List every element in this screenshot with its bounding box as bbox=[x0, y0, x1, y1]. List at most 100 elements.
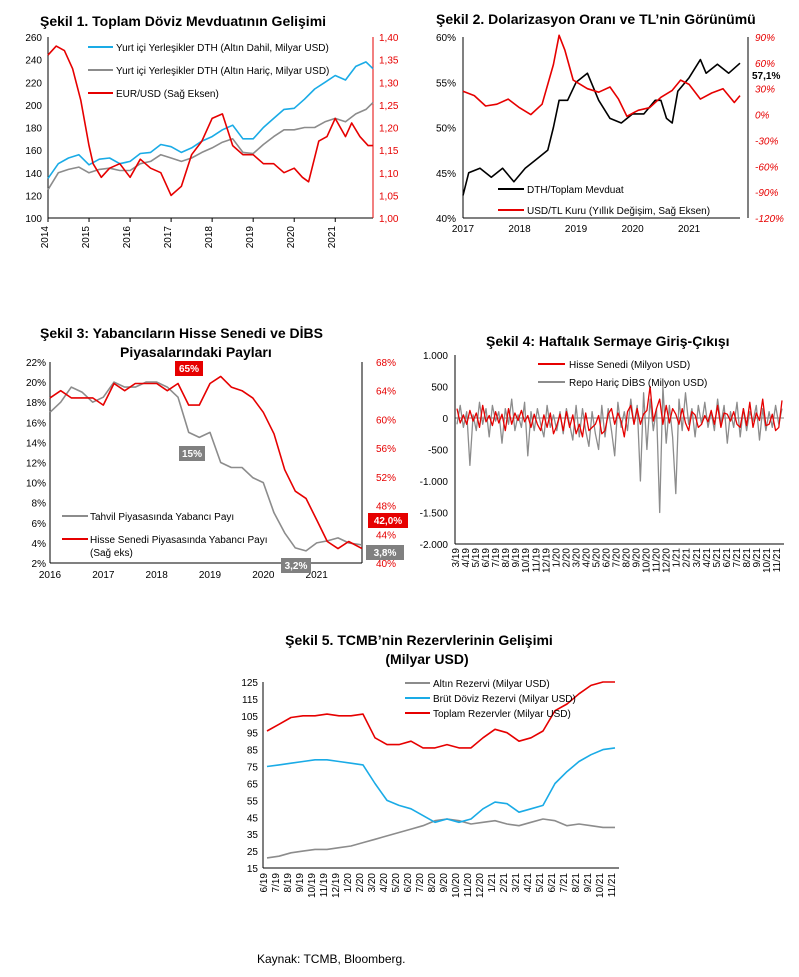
chart5-xtick: 10/21 bbox=[595, 873, 606, 898]
chart5-xtick: 8/21 bbox=[571, 873, 582, 893]
chart2-ytick-left: 45% bbox=[436, 169, 456, 180]
chart5-xtick: 1/21 bbox=[487, 873, 498, 893]
chart3-xtick: 2018 bbox=[146, 570, 169, 581]
chart4-series-line bbox=[456, 385, 783, 438]
chart4-ytick: -500 bbox=[428, 446, 448, 457]
chart3-ytick-left: 14% bbox=[26, 438, 46, 449]
chart5-ytick: 15 bbox=[247, 864, 259, 875]
chart5-xtick: 12/20 bbox=[475, 873, 486, 898]
chart4-xtick: 10/19 bbox=[521, 548, 532, 573]
chart2-ytick-left: 55% bbox=[436, 78, 456, 89]
chart5-title: Şekil 5. TCMB’nin Rezervlerinin Gelişimi bbox=[285, 632, 553, 648]
chart4-xtick: 6/21 bbox=[722, 548, 733, 568]
chart2-xtick: 2018 bbox=[508, 224, 531, 235]
chart4-xtick: 11/20 bbox=[652, 548, 663, 573]
chart5-legend-label: Toplam Rezervler (Milyar USD) bbox=[433, 709, 571, 720]
chart5-xtick: 4/20 bbox=[379, 873, 390, 893]
chart4-xtick: 7/21 bbox=[732, 548, 743, 568]
chart3-ytick-right: 52% bbox=[376, 473, 396, 484]
chart3-xtick: 2020 bbox=[252, 570, 275, 581]
chart3-legend: Tahvil Piyasasında Yabancı Payı Hisse Sen… bbox=[62, 512, 268, 559]
chart3-label-equity-last: 42,0% bbox=[368, 513, 408, 528]
chart4-xtick: 10/21 bbox=[762, 548, 773, 573]
chart4-ytick: -1.500 bbox=[420, 509, 449, 520]
chart4-xtick: 5/21 bbox=[712, 548, 723, 568]
chart1-legend-label: EUR/USD (Sağ Eksen) bbox=[116, 89, 219, 100]
chart3-title-line2: Piyasalarındaki Payları bbox=[120, 344, 272, 360]
chart4-xtick: 7/19 bbox=[491, 548, 502, 568]
chart3-label-peak-text: 65% bbox=[179, 364, 199, 375]
chart4-ytick: -1.000 bbox=[420, 477, 449, 488]
chart5-title-line2: (Milyar USD) bbox=[385, 651, 468, 667]
chart3-label-low: 3,2% bbox=[281, 558, 311, 573]
chart3-title: Şekil 3: Yabancıların Hisse Senedi ve Dİ… bbox=[40, 325, 323, 341]
chart1-xtick: 2018 bbox=[204, 226, 215, 249]
chart5-xtick: 11/20 bbox=[463, 873, 474, 898]
chart1-xtick: 2014 bbox=[40, 226, 51, 249]
chart1-series-line bbox=[47, 45, 373, 197]
chart2-ytick-right: -30% bbox=[755, 136, 778, 147]
chart4-xtick: 8/21 bbox=[742, 548, 753, 568]
chart4-legend: Hisse Senedi (Milyon USD) Repo Hariç DİBS… bbox=[538, 360, 707, 389]
chart3-ytick-left: 6% bbox=[32, 519, 47, 530]
chart1-title: Şekil 1. Toplam Döviz Mevduatının Gelişi… bbox=[40, 13, 326, 29]
chart5-xtick: 3/20 bbox=[367, 873, 378, 893]
chart3-ytick-left: 4% bbox=[32, 539, 47, 550]
chart5-xtick: 5/21 bbox=[535, 873, 546, 893]
chart5-legend: Altın Rezervi (Milyar USD) Brüt Döviz Rez… bbox=[405, 679, 576, 720]
chart3-series-line bbox=[49, 381, 363, 552]
chart4-xtick: 3/21 bbox=[692, 548, 703, 568]
chart5-xtick: 5/20 bbox=[391, 873, 402, 893]
chart2-annotation: 57,1% bbox=[752, 71, 780, 82]
chart1-xtick: 2019 bbox=[245, 226, 256, 249]
chart5-ytick: 25 bbox=[247, 847, 259, 858]
chart4-ytick: 0 bbox=[442, 414, 448, 425]
chart4-xtick: 12/20 bbox=[662, 548, 673, 573]
chart3-label-bond-last-box bbox=[366, 545, 404, 560]
chart1-ytick-left: 260 bbox=[25, 33, 42, 44]
chart2-ytick-right: 0% bbox=[755, 111, 770, 122]
chart5-series-line bbox=[266, 818, 615, 859]
chart4-xtick: 4/19 bbox=[461, 548, 472, 568]
chart1-ytick-right: 1,35 bbox=[379, 56, 399, 67]
chart4-xtick: 11/19 bbox=[531, 548, 542, 573]
chart1-legend-label: Yurt içi Yerleşikler DTH (Altın Hariç, M… bbox=[116, 66, 329, 77]
chart4-xtick: 8/19 bbox=[501, 548, 512, 568]
chart3-legend-label: Tahvil Piyasasında Yabancı Payı bbox=[90, 512, 234, 523]
chart5-legend-label: Altın Rezervi (Milyar USD) bbox=[433, 679, 550, 690]
chart4-xtick: 8/20 bbox=[622, 548, 633, 568]
chart1-ytick-right: 1,30 bbox=[379, 78, 399, 89]
chart1-ytick-left: 100 bbox=[25, 214, 42, 225]
chart1-series-line bbox=[47, 61, 374, 179]
chart1-ytick-right: 1,10 bbox=[379, 169, 399, 180]
chart4-title: Şekil 4: Haftalık Sermaye Giriş-Çıkışı bbox=[486, 333, 730, 349]
chart5-xtick: 8/20 bbox=[427, 873, 438, 893]
chart4-legend-label: Repo Hariç DİBS (Milyon USD) bbox=[569, 376, 707, 389]
chart4-legend-label: Hisse Senedi (Milyon USD) bbox=[569, 360, 690, 371]
chart3-ytick-right: 60% bbox=[376, 415, 396, 426]
chart5-ytick: 95 bbox=[247, 729, 259, 740]
chart1-xtick: 2021 bbox=[327, 226, 338, 249]
chart4-xtick: 9/20 bbox=[632, 548, 643, 568]
chart1-ytick-right: 1,40 bbox=[379, 33, 399, 44]
chart3-label-bond-box bbox=[179, 446, 205, 461]
chart1-ytick-left: 200 bbox=[25, 101, 42, 112]
chart2-ytick-right: -90% bbox=[755, 188, 778, 199]
chart1-xtick: 2017 bbox=[163, 226, 174, 249]
chart5-xtick: 2/21 bbox=[499, 873, 510, 893]
chart2-xtick: 2017 bbox=[452, 224, 475, 235]
chart4-xtick: 4/21 bbox=[702, 548, 713, 568]
chart4-xtick: 6/20 bbox=[601, 548, 612, 568]
chart1-ytick-left: 180 bbox=[25, 124, 42, 135]
chart5-ytick: 75 bbox=[247, 763, 259, 774]
chart4-xtick: 11/21 bbox=[772, 548, 783, 573]
chart4-ytick: 1.000 bbox=[423, 351, 448, 362]
chart1-legend-label: Yurt içi Yerleşikler DTH (Altın Dahil, M… bbox=[116, 43, 329, 54]
chart4-xtick: 9/19 bbox=[511, 548, 522, 568]
chart5-ytick: 35 bbox=[247, 830, 259, 841]
chart1-series-line bbox=[47, 102, 374, 191]
chart4-xtick: 4/20 bbox=[581, 548, 592, 568]
chart1-ytick-right: 1,00 bbox=[379, 214, 399, 225]
chart2-ytick-left: 60% bbox=[436, 33, 456, 44]
source-note: Kaynak: TCMB, Bloomberg. bbox=[257, 952, 406, 966]
